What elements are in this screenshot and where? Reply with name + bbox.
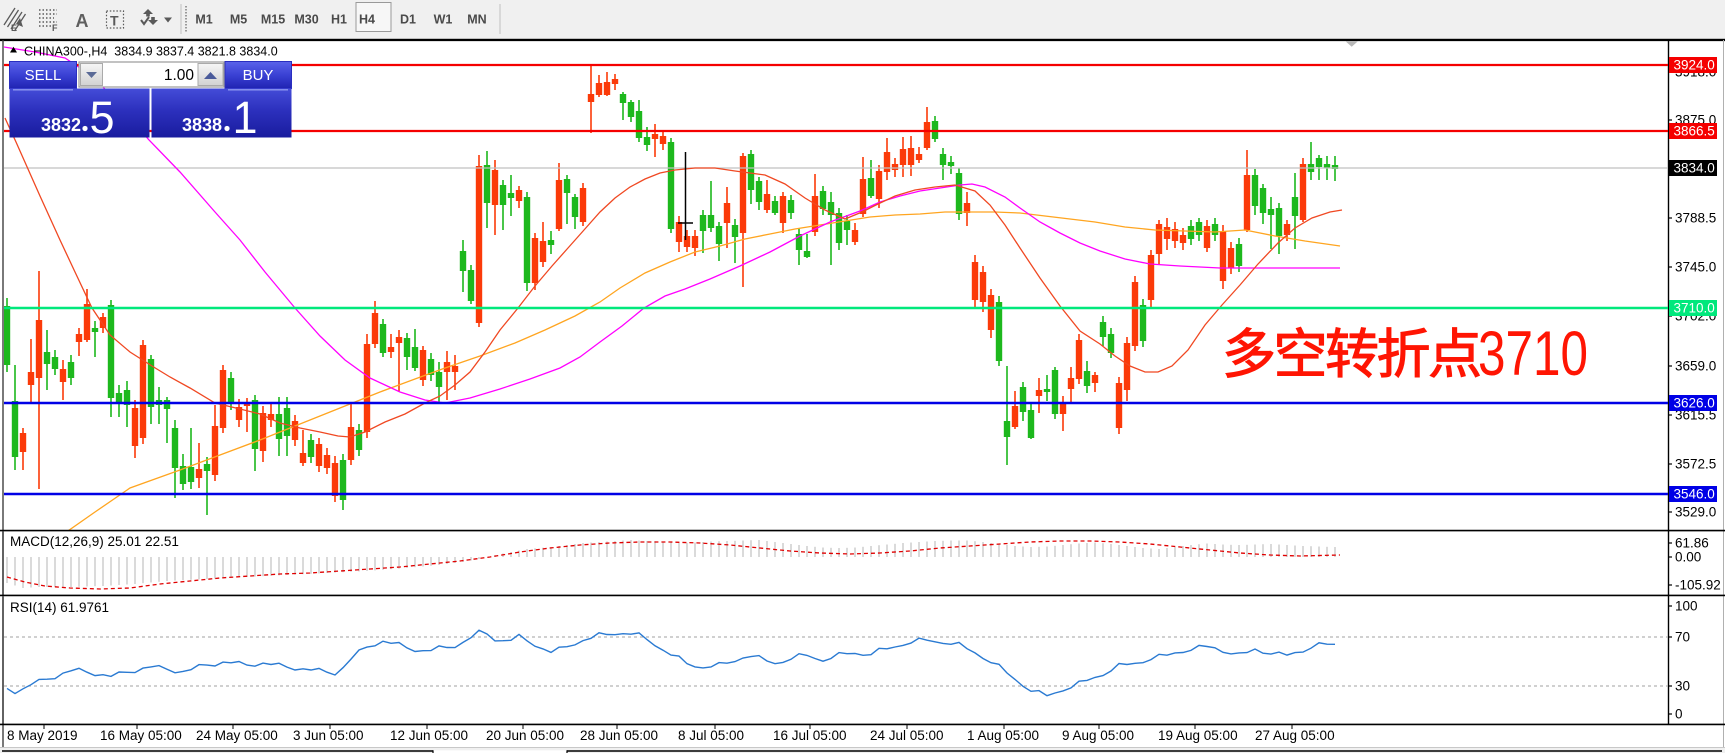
- svg-text:24 May 05:00: 24 May 05:00: [196, 728, 278, 743]
- svg-text:-105.92: -105.92: [1675, 578, 1721, 593]
- svg-text:H4: H4: [359, 13, 375, 27]
- svg-text:1.00: 1.00: [164, 67, 195, 84]
- svg-text:CHINA300-,H4 3834.9 3837.4 38: CHINA300-,H4 3834.9 3837.4 3821.8 3834.0: [24, 45, 278, 59]
- svg-text:3 Jun 05:00: 3 Jun 05:00: [293, 728, 364, 743]
- svg-text:3710.0: 3710.0: [1674, 301, 1715, 316]
- svg-text:3866.5: 3866.5: [1674, 124, 1715, 139]
- svg-text:0: 0: [1675, 707, 1683, 722]
- svg-text:M30: M30: [294, 13, 318, 27]
- svg-text:28 Jun 05:00: 28 Jun 05:00: [580, 728, 658, 743]
- svg-text:3924.0: 3924.0: [1674, 58, 1715, 73]
- svg-text:3832: 3832: [41, 115, 81, 135]
- svg-text:8 May 2019: 8 May 2019: [7, 728, 78, 743]
- svg-text:19 Aug 05:00: 19 Aug 05:00: [1158, 728, 1238, 743]
- svg-text:3572.5: 3572.5: [1675, 457, 1716, 472]
- svg-text:M15: M15: [261, 13, 285, 27]
- svg-text:1 Aug 05:00: 1 Aug 05:00: [967, 728, 1039, 743]
- svg-text:3710: 3710: [1478, 319, 1588, 389]
- svg-text:T: T: [110, 13, 119, 29]
- svg-text:30: 30: [1675, 679, 1690, 694]
- svg-text:W1: W1: [434, 13, 453, 27]
- svg-text:MACD(12,26,9) 25.01 22.51: MACD(12,26,9) 25.01 22.51: [10, 534, 179, 549]
- svg-text:3788.5: 3788.5: [1675, 211, 1716, 226]
- svg-text:16 May 05:00: 16 May 05:00: [100, 728, 182, 743]
- svg-text:70: 70: [1675, 630, 1690, 645]
- svg-text:16 Jul 05:00: 16 Jul 05:00: [773, 728, 847, 743]
- svg-text:A: A: [76, 11, 89, 31]
- svg-text:27 Aug 05:00: 27 Aug 05:00: [1255, 728, 1335, 743]
- svg-text:0.00: 0.00: [1675, 550, 1701, 565]
- svg-text:12 Jun 05:00: 12 Jun 05:00: [390, 728, 468, 743]
- svg-text:24 Jul 05:00: 24 Jul 05:00: [870, 728, 944, 743]
- svg-text:1: 1: [233, 92, 258, 143]
- svg-text:M1: M1: [195, 13, 212, 27]
- svg-text:H1: H1: [331, 13, 347, 27]
- svg-text:3529.0: 3529.0: [1675, 505, 1716, 520]
- svg-text:5: 5: [90, 92, 115, 143]
- svg-text:RSI(14) 61.9761: RSI(14) 61.9761: [10, 600, 109, 615]
- svg-text:BUY: BUY: [243, 67, 274, 84]
- svg-text:100: 100: [1675, 599, 1698, 614]
- svg-text:61.86: 61.86: [1675, 536, 1709, 551]
- svg-text:E: E: [11, 23, 17, 33]
- svg-text:D1: D1: [400, 13, 416, 27]
- svg-text:3626.0: 3626.0: [1674, 396, 1715, 411]
- svg-text:3838: 3838: [182, 115, 222, 135]
- svg-text:SELL: SELL: [25, 67, 62, 84]
- svg-text:3834.0: 3834.0: [1674, 161, 1715, 176]
- svg-text:3745.0: 3745.0: [1675, 260, 1716, 275]
- svg-text:20 Jun 05:00: 20 Jun 05:00: [486, 728, 564, 743]
- svg-text:M5: M5: [230, 13, 247, 27]
- svg-text:3659.0: 3659.0: [1675, 359, 1716, 374]
- svg-text:MN: MN: [467, 13, 486, 27]
- svg-text:9 Aug 05:00: 9 Aug 05:00: [1062, 728, 1134, 743]
- svg-text:3615.5: 3615.5: [1675, 408, 1716, 423]
- svg-text:8 Jul 05:00: 8 Jul 05:00: [678, 728, 744, 743]
- svg-text:3546.0: 3546.0: [1674, 487, 1715, 502]
- svg-text:F: F: [52, 23, 58, 33]
